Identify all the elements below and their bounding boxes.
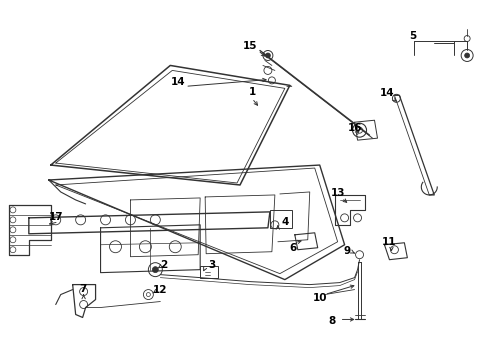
Text: 11: 11	[382, 237, 396, 247]
Circle shape	[464, 53, 468, 58]
Text: 17: 17	[48, 212, 63, 222]
Circle shape	[152, 267, 158, 273]
Text: 15: 15	[242, 41, 257, 50]
Text: 8: 8	[327, 316, 335, 327]
Text: 16: 16	[346, 123, 361, 133]
Bar	[269, 210, 291, 228]
Circle shape	[265, 53, 270, 58]
Text: 13: 13	[330, 188, 344, 198]
Text: 9: 9	[343, 246, 349, 256]
Text: 14: 14	[379, 88, 394, 98]
Text: 5: 5	[408, 31, 415, 41]
Text: 7: 7	[79, 284, 86, 293]
Text: 12: 12	[153, 284, 167, 294]
Text: 4: 4	[281, 217, 288, 227]
Text: 1: 1	[248, 87, 255, 97]
Text: 3: 3	[208, 260, 215, 270]
Bar	[200, 266, 218, 278]
Text: 2: 2	[160, 260, 166, 270]
Text: 10: 10	[312, 293, 326, 302]
Text: 14: 14	[171, 77, 185, 87]
Text: 6: 6	[288, 243, 296, 253]
